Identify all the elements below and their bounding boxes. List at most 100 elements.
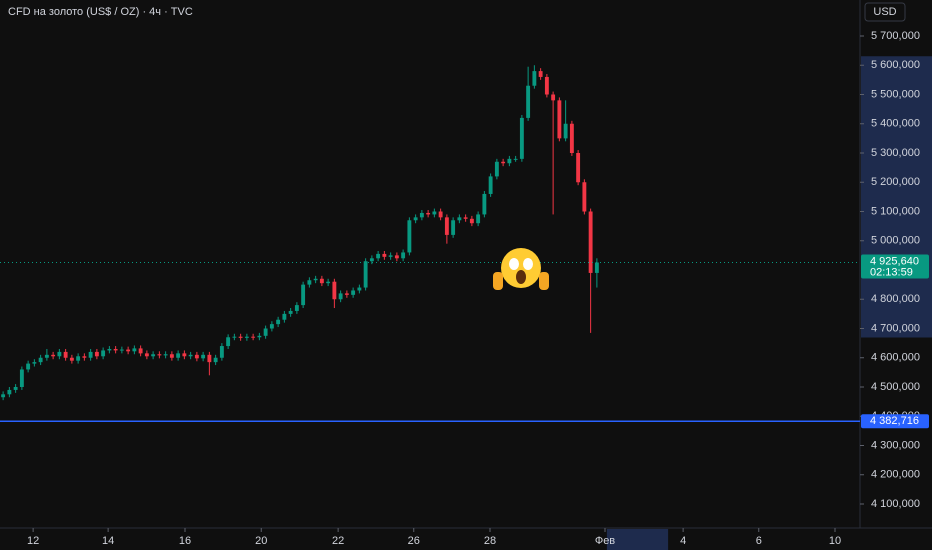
- candle-body: [376, 253, 381, 259]
- candle-body: [113, 348, 118, 351]
- candle-body: [107, 348, 112, 351]
- candle-body: [101, 350, 106, 357]
- x-tick-label: 22: [332, 535, 344, 547]
- candle-body: [126, 349, 131, 352]
- candle-body: [63, 351, 68, 358]
- emoji-hand: [493, 272, 503, 290]
- candle-body: [307, 280, 312, 285]
- candle-body: [238, 336, 243, 338]
- y-tick-label: 4 100,000: [871, 498, 920, 510]
- candle-body: [407, 220, 412, 253]
- candle-body: [257, 335, 262, 338]
- candle-body: [363, 261, 368, 288]
- candle-body: [119, 349, 124, 351]
- candle-body: [76, 356, 81, 361]
- candle-body: [326, 281, 331, 284]
- candle-body: [163, 354, 168, 356]
- candle-body: [232, 336, 237, 338]
- candle-body: [13, 387, 18, 390]
- y-tick-label: 5 600,000: [871, 59, 920, 71]
- y-tick-label: 5 300,000: [871, 147, 920, 159]
- x-tick-label: 4: [680, 535, 686, 547]
- y-tick-label: 4 500,000: [871, 381, 920, 393]
- candle-body: [82, 356, 87, 358]
- candle-body: [544, 76, 549, 95]
- x-tick-label: 14: [102, 535, 114, 547]
- candle-body: [194, 354, 199, 359]
- x-tick-label: 16: [179, 535, 191, 547]
- emoji: [493, 248, 549, 290]
- candle-body: [157, 354, 162, 356]
- candle-body: [338, 293, 343, 300]
- candle-body: [576, 153, 581, 183]
- candle-body: [426, 212, 431, 215]
- current-price-box: [861, 254, 929, 279]
- candle-body: [94, 351, 99, 357]
- candle-body: [319, 278, 324, 284]
- candle-body: [476, 214, 481, 224]
- candle-body: [588, 211, 593, 273]
- candle-body: [7, 389, 12, 395]
- candle-body: [176, 353, 181, 358]
- candle-body: [357, 287, 362, 291]
- currency-button[interactable]: [864, 2, 906, 22]
- candle-body: [226, 337, 231, 347]
- candle-body: [1, 394, 6, 398]
- emoji-eye: [509, 258, 519, 270]
- candle-body: [463, 217, 468, 219]
- y-tick-label: 4 300,000: [871, 439, 920, 451]
- candle-body: [219, 346, 224, 358]
- x-tick-label: 26: [408, 535, 420, 547]
- candle-body: [32, 362, 37, 364]
- candle-body: [507, 158, 512, 164]
- candle-body: [557, 100, 562, 139]
- candle-body: [69, 357, 74, 361]
- candle-body: [207, 354, 212, 363]
- horizontal-line-label: 4 382,716: [870, 415, 919, 427]
- currency-label[interactable]: USD: [873, 6, 896, 18]
- candle-body: [582, 182, 587, 212]
- candle-body: [388, 255, 393, 257]
- emoji-hand: [539, 272, 549, 290]
- candle-body: [251, 336, 256, 338]
- candle-body: [213, 357, 218, 363]
- candle-body: [457, 217, 462, 221]
- candle-body: [201, 354, 206, 359]
- candle-body: [382, 253, 387, 257]
- candle-body: [19, 369, 24, 388]
- candle-body: [313, 278, 318, 281]
- candle-body: [401, 252, 406, 259]
- horizontal-line-box: [861, 414, 929, 429]
- candle-body: [169, 354, 174, 358]
- x-tick-label: 28: [484, 535, 496, 547]
- candle-body: [301, 284, 306, 306]
- candle-body: [282, 313, 287, 320]
- y-tick-label: 5 400,000: [871, 118, 920, 130]
- candle-body: [263, 328, 268, 336]
- price-range-highlight: [861, 56, 932, 338]
- candle-body: [451, 220, 456, 235]
- candle-body: [594, 262, 599, 273]
- candle-body: [26, 363, 31, 370]
- candle-body: [344, 293, 349, 295]
- emoji-mouth: [516, 270, 526, 284]
- countdown-label: 02:13:59: [870, 266, 913, 278]
- y-tick-label: 4 700,000: [871, 322, 920, 334]
- candle-body: [501, 161, 506, 164]
- candle-body: [494, 161, 499, 177]
- current-price-label: 4 925,640: [870, 255, 919, 267]
- candle-body: [394, 255, 399, 259]
- candle-body: [51, 354, 56, 357]
- candle-body: [276, 319, 281, 325]
- candle-body: [538, 71, 543, 77]
- candle-body: [182, 353, 187, 357]
- y-tick-label: 4 200,000: [871, 469, 920, 481]
- candle-body: [532, 71, 537, 86]
- candle-body: [563, 123, 568, 139]
- candle-body: [44, 354, 49, 358]
- candle-body: [294, 305, 299, 311]
- candle-body: [432, 211, 437, 215]
- candle-body: [444, 217, 449, 235]
- candle-body: [132, 348, 137, 352]
